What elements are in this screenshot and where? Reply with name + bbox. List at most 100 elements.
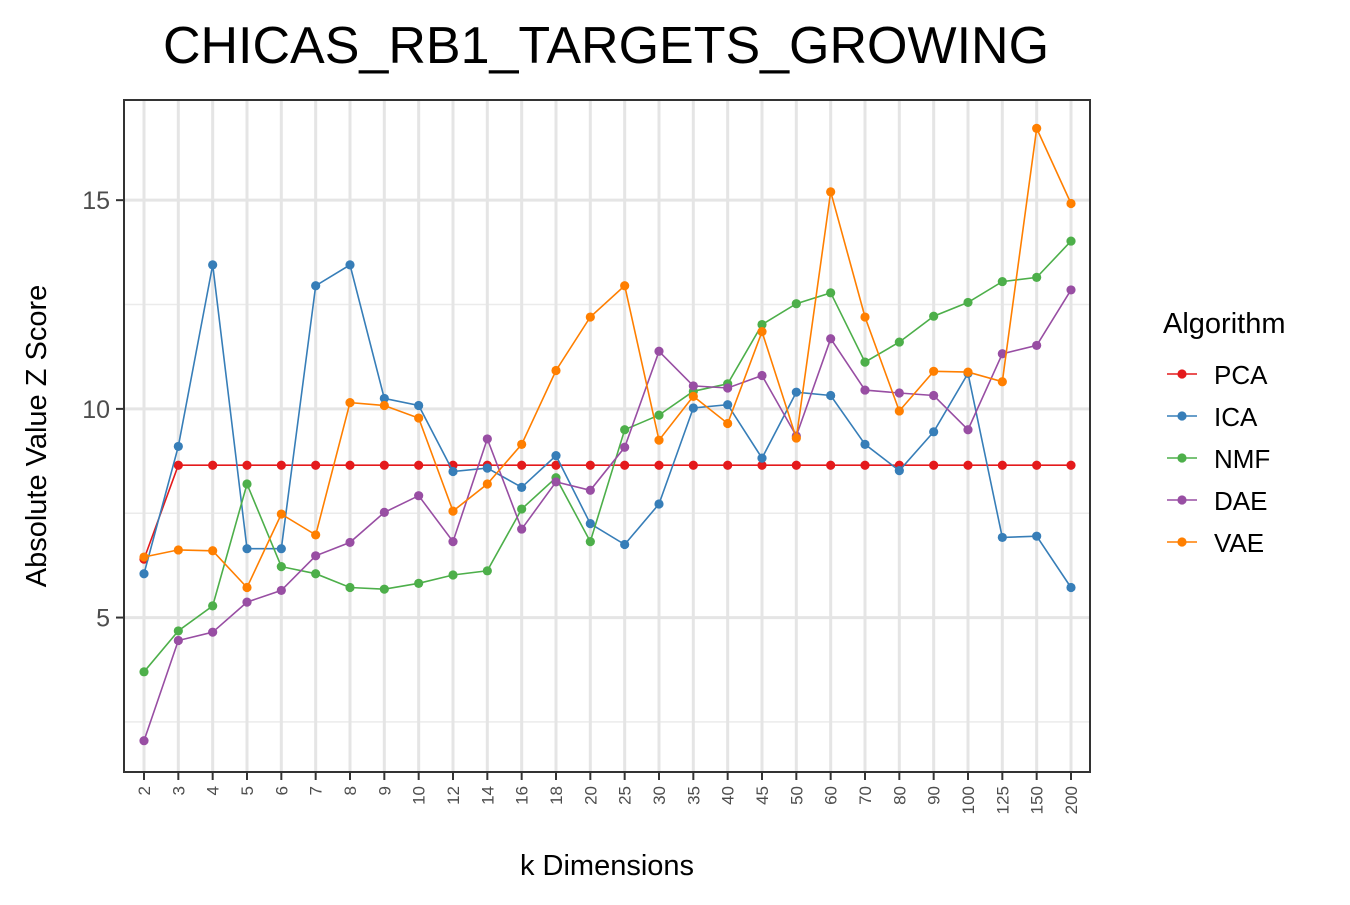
data-point-pca [276, 460, 286, 470]
data-point-pca [311, 460, 321, 470]
data-point-pca [963, 460, 973, 470]
data-point-nmf [757, 319, 767, 330]
legend-item-dae: DAE [1167, 486, 1267, 516]
data-point-pca [551, 460, 561, 470]
data-point-ica [242, 544, 252, 554]
data-point-ica [414, 400, 424, 411]
x-tick-label: 3 [169, 786, 188, 795]
x-tick-label: 4 [204, 786, 223, 795]
series-line-dae [143, 289, 1072, 741]
legend-label-vae: VAE [1214, 528, 1264, 558]
data-point-vae [963, 367, 973, 377]
data-point-nmf [311, 569, 321, 579]
data-point-pca [585, 460, 595, 470]
legend-key-point-nmf [1177, 453, 1187, 463]
legend-label-dae: DAE [1214, 486, 1267, 516]
data-point-ica [345, 260, 355, 270]
legend-item-nmf: NMF [1167, 444, 1270, 474]
data-point-ica [208, 260, 218, 270]
series-pca [139, 460, 1076, 564]
series-line-vae [143, 125, 1072, 589]
data-point-nmf [654, 410, 664, 420]
data-point-dae [963, 425, 973, 435]
legend-key-point-dae [1177, 495, 1187, 505]
data-point-pca [379, 460, 389, 470]
data-point-pca [860, 460, 870, 470]
data-point-pca [517, 460, 527, 470]
data-point-nmf [826, 288, 836, 298]
data-point-nmf [379, 584, 389, 594]
x-tick-label: 40 [719, 786, 738, 805]
data-point-pca [929, 460, 939, 470]
data-point-dae [551, 477, 561, 487]
legend-item-pca: PCA [1167, 360, 1268, 390]
data-point-dae [929, 390, 939, 401]
data-point-pca [791, 460, 801, 470]
x-tick-label: 25 [616, 786, 635, 805]
data-point-dae [1066, 285, 1076, 295]
x-tick-label: 6 [272, 786, 291, 795]
legend-label-nmf: NMF [1214, 444, 1270, 474]
data-point-ica [620, 539, 630, 550]
data-point-vae [929, 366, 939, 376]
data-point-ica [757, 453, 767, 463]
data-point-nmf [173, 626, 183, 636]
data-point-nmf [585, 537, 595, 547]
data-point-ica [1032, 531, 1042, 541]
data-point-dae [173, 635, 183, 646]
data-point-dae [517, 524, 527, 534]
data-point-ica [379, 393, 389, 404]
data-point-nmf [517, 504, 527, 514]
data-point-nmf [276, 562, 286, 572]
x-tick-label: 45 [753, 786, 772, 805]
data-point-ica [1066, 582, 1076, 593]
grid-lines [124, 100, 1090, 772]
data-point-pca [757, 460, 767, 470]
data-point-pca [173, 460, 183, 470]
data-point-vae [791, 433, 801, 443]
legend-label-ica: ICA [1214, 402, 1258, 432]
series-line-pca [143, 464, 1071, 560]
data-point-vae [345, 398, 355, 408]
data-point-nmf [448, 570, 458, 580]
data-point-ica [517, 482, 527, 492]
data-point-nmf [139, 667, 149, 677]
data-point-ica [826, 390, 836, 401]
data-point-vae [585, 312, 595, 322]
data-point-dae [894, 388, 904, 398]
series-vae [139, 123, 1076, 593]
series-layer [139, 123, 1076, 746]
data-point-ica [311, 281, 321, 291]
data-point-ica [585, 519, 595, 529]
x-tick-label: 16 [513, 786, 532, 805]
data-point-ica [723, 400, 733, 410]
data-point-dae [311, 551, 321, 561]
data-point-dae [757, 370, 767, 381]
x-tick-label: 60 [822, 786, 841, 805]
x-axis-label: k Dimensions [520, 850, 694, 882]
data-point-vae [173, 545, 183, 555]
y-tick-label: 10 [82, 396, 110, 424]
x-tick-label: 9 [375, 786, 394, 795]
data-point-nmf [620, 425, 630, 435]
data-point-vae [311, 530, 321, 540]
data-point-nmf [997, 276, 1007, 287]
data-point-nmf [242, 479, 252, 489]
data-point-vae [242, 582, 252, 593]
x-tick-label: 5 [238, 786, 257, 795]
data-point-pca [242, 460, 252, 470]
data-point-dae [620, 442, 630, 452]
data-point-pca [688, 460, 698, 470]
data-point-vae [276, 509, 286, 519]
data-point-ica [482, 463, 492, 473]
data-point-pca [723, 460, 733, 470]
data-point-ica [551, 451, 561, 461]
data-point-ica [173, 441, 183, 452]
y-tick-label: 15 [82, 187, 110, 215]
x-tick-label: 50 [787, 786, 806, 805]
data-point-ica [997, 532, 1007, 543]
data-point-ica [791, 387, 801, 397]
data-point-vae [1032, 123, 1042, 133]
